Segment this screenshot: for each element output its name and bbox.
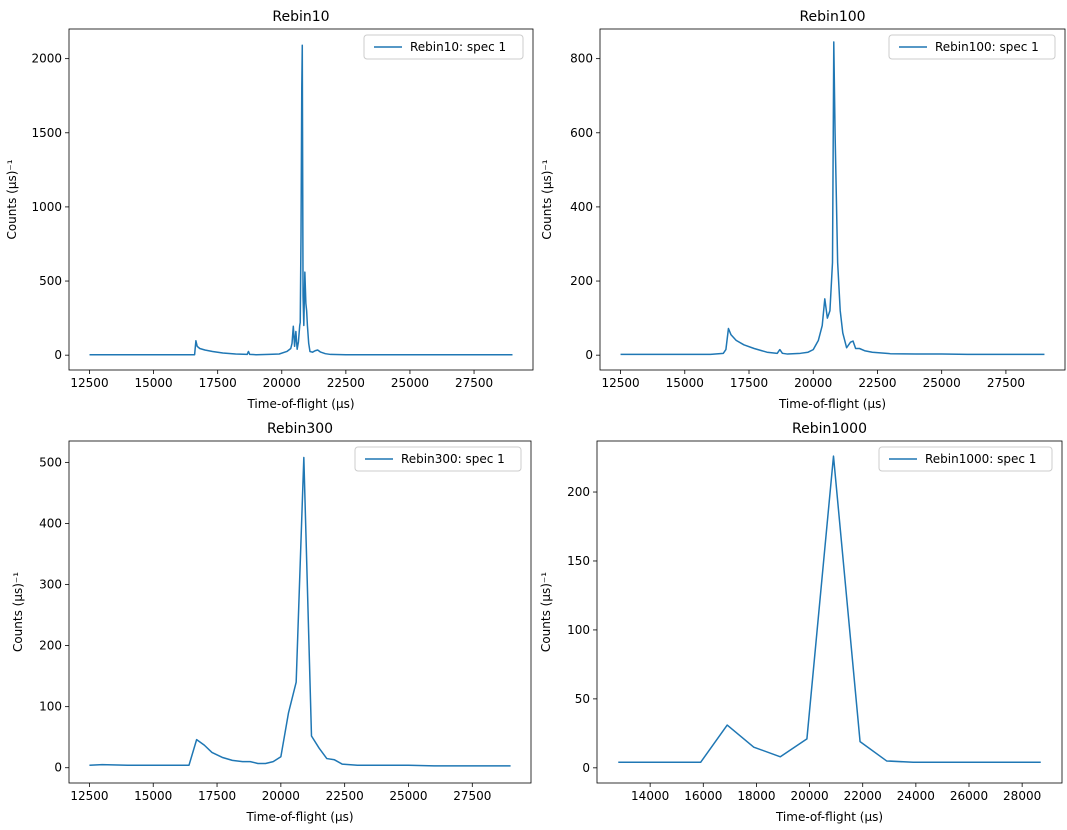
y-tick-label: 0 xyxy=(54,761,62,775)
x-tick-label: 14000 xyxy=(631,789,669,803)
x-axis-label: Time-of-flight (μs) xyxy=(245,810,353,824)
legend: Rebin100: spec 1 xyxy=(888,34,1056,60)
x-tick-label: 20000 xyxy=(790,789,828,803)
x-tick-label: 12500 xyxy=(601,376,639,390)
chart-title: Rebin300 xyxy=(267,421,333,437)
x-tick-label: 18000 xyxy=(737,789,775,803)
x-tick-label: 25000 xyxy=(391,376,429,390)
series-line-1 xyxy=(618,455,1041,764)
legend: Rebin300: spec 1 xyxy=(354,446,522,472)
legend-label: Rebin10: spec 1 xyxy=(410,40,506,54)
plot-frame xyxy=(599,28,1066,371)
y-tick-label: 1500 xyxy=(31,126,62,140)
subplot-3: Rebin300 12500 15000 17500 20000 22500 25000 27… xyxy=(11,421,532,824)
x-tick-label: 28000 xyxy=(1003,789,1041,803)
x-tick-label: 15000 xyxy=(666,376,704,390)
y-tick-label: 100 xyxy=(567,623,590,637)
y-axis-label: Counts (μs)⁻¹ xyxy=(540,159,554,239)
x-tick-label: 25000 xyxy=(923,376,961,390)
y-tick-label: 100 xyxy=(39,700,62,714)
y-tick-label: 0 xyxy=(582,761,590,775)
x-tick-label: 24000 xyxy=(897,789,935,803)
y-tick-label: 150 xyxy=(567,554,590,568)
x-axis-label: Time-of-flight (μs) xyxy=(778,397,886,411)
x-tick-label: 12500 xyxy=(70,789,108,803)
legend-box xyxy=(363,34,524,60)
x-tick-label: 27500 xyxy=(455,376,493,390)
x-tick-label: 20000 xyxy=(262,789,300,803)
legend-label: Rebin1000: spec 1 xyxy=(925,452,1036,466)
y-axis-label: Counts (μs)⁻¹ xyxy=(11,572,25,652)
x-tick-label: 22500 xyxy=(327,376,365,390)
series-line-1 xyxy=(89,44,513,356)
x-tick-label: 26000 xyxy=(950,789,988,803)
y-tick-label: 200 xyxy=(567,485,590,499)
x-tick-label: 17500 xyxy=(199,376,237,390)
plot-frame xyxy=(596,440,1063,784)
x-tick-label: 15000 xyxy=(135,376,173,390)
y-tick-label: 400 xyxy=(570,200,593,214)
plot-frame xyxy=(68,28,534,371)
y-tick-label: 200 xyxy=(39,639,62,653)
series-line-1 xyxy=(89,456,511,767)
legend-label: Rebin300: spec 1 xyxy=(401,452,505,466)
legend-box xyxy=(354,446,522,472)
y-tick-label: 1000 xyxy=(31,200,62,214)
x-tick-label: 27500 xyxy=(453,789,491,803)
y-tick-label: 600 xyxy=(570,126,593,140)
x-tick-label: 15000 xyxy=(134,789,172,803)
legend-box xyxy=(888,34,1056,60)
legend: Rebin10: spec 1 xyxy=(363,34,524,60)
chart-title: Rebin10 xyxy=(272,9,329,25)
x-tick-label: 27500 xyxy=(987,376,1025,390)
y-tick-label: 50 xyxy=(575,692,590,706)
legend-label: Rebin100: spec 1 xyxy=(935,40,1039,54)
x-tick-label: 22500 xyxy=(858,376,896,390)
series-line-1 xyxy=(620,41,1045,356)
x-tick-label: 25000 xyxy=(389,789,427,803)
y-tick-label: 400 xyxy=(39,516,62,530)
y-tick-label: 500 xyxy=(39,455,62,469)
x-tick-label: 17500 xyxy=(730,376,768,390)
y-tick-label: 800 xyxy=(570,52,593,66)
subplot-4: Rebin1000 14000 16000 18000 20000 22000 24000 2… xyxy=(539,421,1063,824)
x-tick-label: 20000 xyxy=(263,376,301,390)
chart-title: Rebin1000 xyxy=(792,421,867,437)
y-tick-label: 200 xyxy=(570,274,593,288)
y-tick-label: 0 xyxy=(585,348,593,362)
x-axis-label: Time-of-flight (μs) xyxy=(775,810,883,824)
x-tick-label: 16000 xyxy=(684,789,722,803)
x-tick-label: 17500 xyxy=(198,789,236,803)
x-axis-label: Time-of-flight (μs) xyxy=(246,397,354,411)
plot-frame xyxy=(68,440,532,784)
y-tick-label: 500 xyxy=(39,274,62,288)
x-tick-label: 22500 xyxy=(326,789,364,803)
chart-title: Rebin100 xyxy=(799,9,865,25)
y-axis-label: Counts (μs)⁻¹ xyxy=(5,159,19,239)
x-tick-label: 12500 xyxy=(70,376,108,390)
legend-box xyxy=(878,446,1053,472)
y-axis-label: Counts (μs)⁻¹ xyxy=(539,572,553,652)
subplot-2: Rebin100 12500 15000 17500 20000 22500 25000 27… xyxy=(540,9,1066,411)
y-tick-label: 300 xyxy=(39,578,62,592)
y-tick-label: 2000 xyxy=(31,52,62,66)
x-tick-label: 22000 xyxy=(844,789,882,803)
legend: Rebin1000: spec 1 xyxy=(878,446,1053,472)
x-tick-label: 20000 xyxy=(794,376,832,390)
y-tick-label: 0 xyxy=(54,348,62,362)
